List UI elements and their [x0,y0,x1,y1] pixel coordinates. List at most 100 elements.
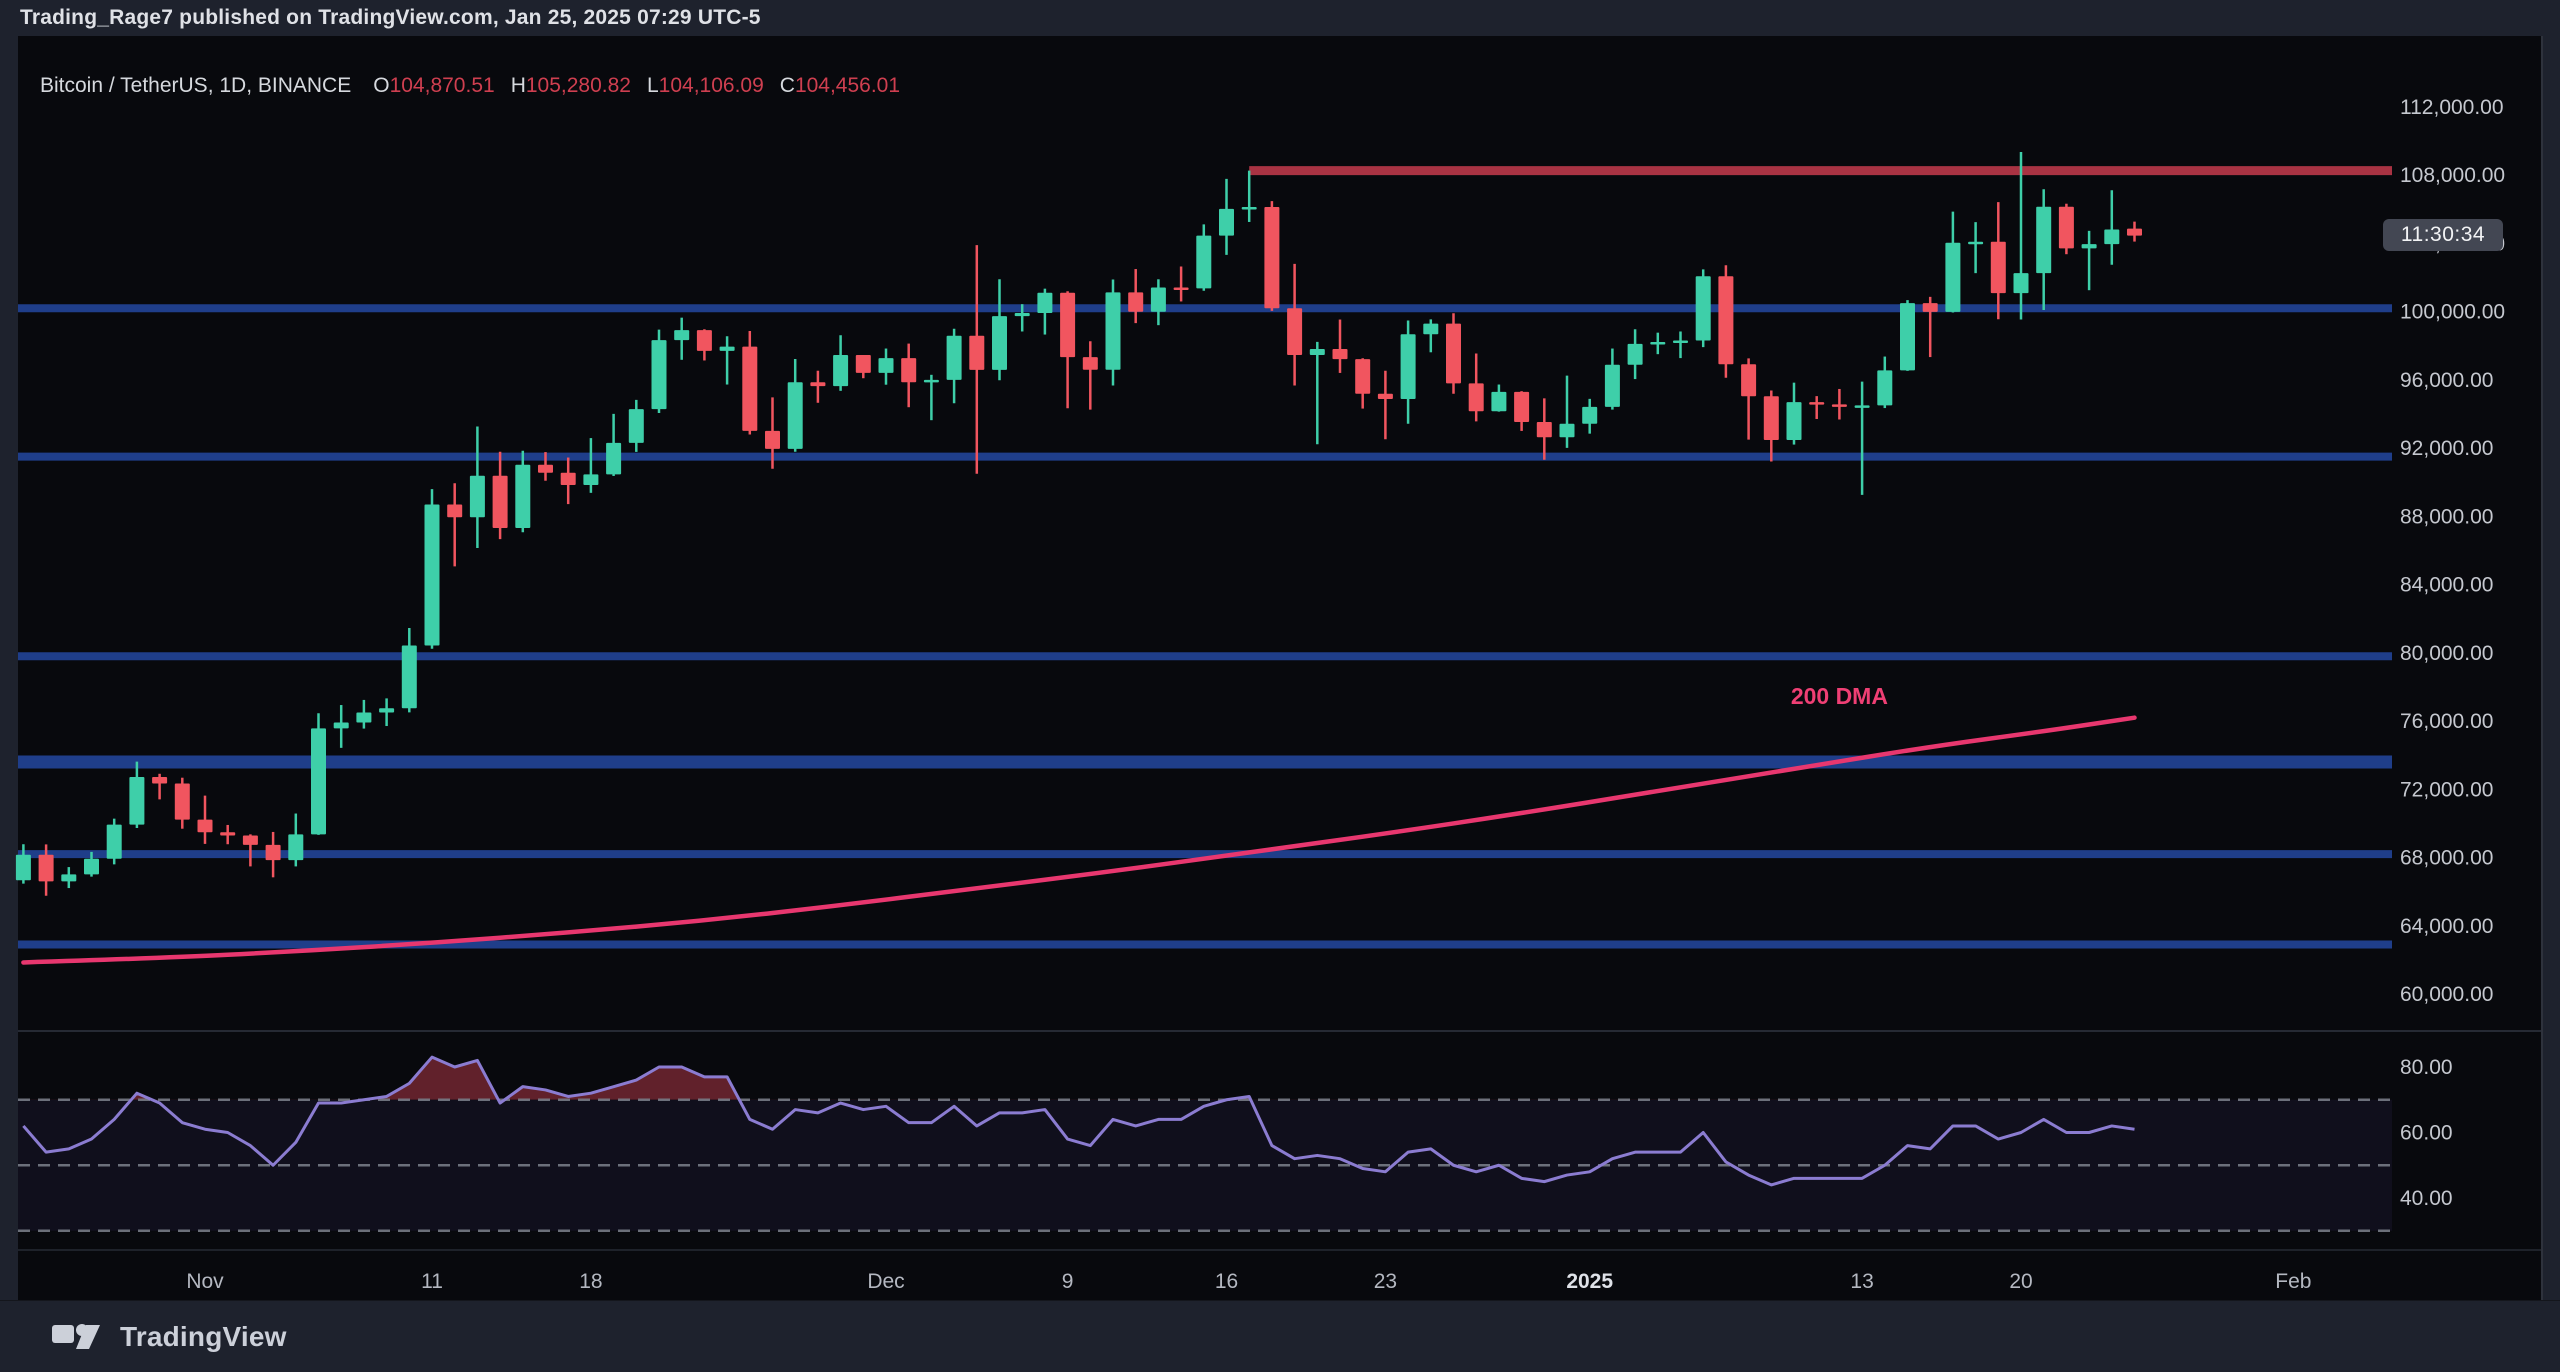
candle-body [1014,313,1030,317]
support-resistance-lines [18,304,2392,949]
open-label: O [373,74,390,97]
candle-body [810,382,826,387]
candle-body [2127,228,2142,236]
candle-body [1627,343,1643,365]
candle-body [1559,423,1575,438]
candle-body [1219,208,1234,236]
candle-body [265,844,281,861]
high-label: H [510,74,526,97]
rsi-line [22,1055,2135,1187]
price-axis[interactable]: 112,000.00108,000.00104,000.00100,000.00… [2400,96,2505,1006]
candle-body [969,335,985,370]
close-value: 104,456.01 [794,74,901,97]
candle-body [447,504,463,518]
candle-body [833,355,849,387]
candle-body [220,832,236,836]
candle-body [1695,276,1711,341]
candle-body [560,472,576,485]
candle-body [606,442,622,475]
candle-body [1922,303,1938,312]
candle-body [765,430,780,449]
candle-body [1468,383,1484,412]
candle-body [855,355,871,373]
candle-body [38,854,54,882]
candle-body [333,722,349,729]
low-value: 104,106.09 [658,74,764,97]
candle-body [1854,405,1870,408]
candle-body [84,858,99,875]
rsi-guides [18,1098,2392,1232]
candle-body [1514,391,1530,423]
price-axis-label: 88,000.00 [2400,505,2493,528]
candle-body [174,783,190,820]
candle-body [15,854,31,881]
candlesticks [15,152,2142,896]
footer-brand-text[interactable]: TradingView [120,1320,287,1352]
rsi-axis-label: 60.00 [2400,1122,2453,1145]
candle-body [379,708,395,713]
price-axis-label: 60,000.00 [2400,983,2493,1006]
price-axis-label: 68,000.00 [2400,847,2493,870]
time-axis-label: Nov [186,1270,224,1293]
tradingview-logo-icon[interactable] [52,1318,104,1356]
time-axis-label: 16 [1215,1270,1238,1293]
chart-legend[interactable]: Bitcoin / TetherUS, 1D, BINANCE O 104,870… [40,72,916,100]
price-axis-label: 80,000.00 [2400,642,2493,665]
candle-body [878,358,894,373]
bar-countdown-timer[interactable]: 11:30:34 [2383,219,2503,251]
low-label: L [646,74,659,97]
candle-body [1287,308,1303,356]
price-axis-label: 112,000.00 [2400,96,2504,119]
candle-body [719,346,735,351]
candle-body [1968,241,1984,245]
symbol-title: Bitcoin / TetherUS, 1D, BINANCE [40,74,352,97]
candle-body [1264,206,1280,309]
candle-body [1173,287,1189,290]
time-axis-label: 18 [579,1270,602,1293]
candle-body [469,475,485,518]
candle-body [106,824,122,859]
ohlc-values: O 104,870.51 H 105,280.82 L 104,106.09 C 104… [373,74,916,98]
dma-200-label: 200 DMA [1791,683,1888,709]
price-axis-label: 84,000.00 [2400,574,2493,597]
candle-body [1582,406,1598,424]
candle-body [1332,349,1348,360]
footer: TradingView [0,1300,2560,1372]
candle-body [1673,340,1688,344]
time-axis-label: Feb [2275,1270,2311,1293]
rsi-axis-label: 80.00 [2400,1056,2453,1079]
candle-body [1082,357,1098,370]
countdown-text: 11:30:34 [2400,223,2486,246]
candle-body [1446,323,1461,384]
candle-body [1377,393,1393,400]
candle-body [311,728,326,835]
candle-body [1786,402,1802,440]
price-axis-label: 72,000.00 [2400,778,2493,801]
rsi-axis[interactable]: 80.00 60.00 40.00 [2400,1056,2453,1210]
time-axis-label: 9 [1062,1270,1074,1293]
time-axis-label: 2025 [1566,1270,1613,1293]
high-value: 105,280.82 [525,74,631,97]
candle-body [583,474,599,485]
candle-body [1037,292,1053,314]
candle-body [1196,235,1212,289]
price-axis-label: 100,000.00 [2400,301,2505,324]
candle-body [923,379,939,383]
candle-body [1900,303,1915,371]
published-text: Trading_Rage7 published on TradingView.c… [20,6,761,29]
candle-body [1877,370,1893,406]
time-axis-label: 20 [2009,1270,2032,1293]
candle-body [356,712,372,723]
close-label: C [779,74,795,97]
candle-body [197,819,213,833]
candle-body [401,645,417,709]
candle-body [1741,364,1757,397]
candle-body [2058,206,2074,249]
open-value: 104,870.51 [389,74,495,97]
candle-body [1945,242,1961,312]
time-axis[interactable]: Nov 11 18 Dec 9 16 23 2025 13 20 Feb [186,1270,2311,1293]
candle-body [1400,334,1416,400]
candle-body [1309,349,1325,356]
